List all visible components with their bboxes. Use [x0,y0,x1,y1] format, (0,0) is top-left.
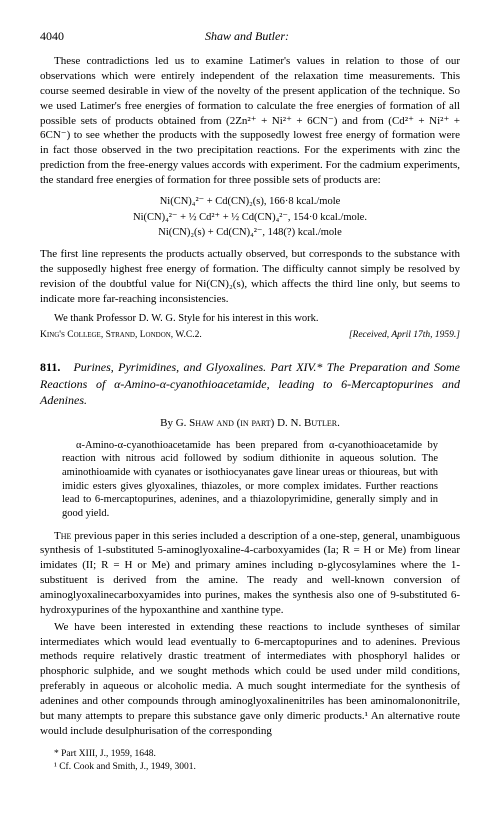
acknowledgement: We thank Professor D. W. G. Style for hi… [40,312,460,326]
equation-line-3: Ni(CN)₂(s) + Cd(CN)₄²⁻, 148(?) kcal./mol… [40,225,460,241]
body-p1-text: previous paper in this series included a… [40,530,460,616]
received-date: [Received, April 17th, 1959.] [349,329,460,342]
equation-line-1: Ni(CN)₄²⁻ + Cd(CN)₂(s), 166·8 kcal./mole [40,194,460,210]
footnote-1: * Part XIII, J., 1959, 1648. [40,748,460,761]
affiliation: King's College, Strand, London, W.C.2. [40,329,202,342]
article-title-block: 811. Purines, Pyrimidines, and Glyoxalin… [40,359,460,408]
byline-prefix: By [160,417,176,429]
body-paragraph-1: The previous paper in this series includ… [40,529,460,618]
footnotes: * Part XIII, J., 1959, 1648. ¹ Cf. Cook … [40,748,460,774]
equation-block: Ni(CN)₄²⁻ + Cd(CN)₂(s), 166·8 kcal./mole… [40,194,460,241]
body-paragraph-2: We have been interested in extending the… [40,620,460,739]
equation-line-2: Ni(CN)₄²⁻ + ½ Cd²⁺ + ½ Cd(CN)₄²⁻, 154·0 … [40,210,460,226]
prev-paragraph-1: These contradictions led us to examine L… [40,54,460,188]
page-number: 4040 [40,28,64,44]
footnote-2: ¹ Cf. Cook and Smith, J., 1949, 3001. [40,761,460,774]
abstract: α-Amino-α-cyanothioacetamide has been pr… [62,439,438,521]
byline: By G. Shaw and (in part) D. N. Butler. [40,416,460,431]
affiliation-row: King's College, Strand, London, W.C.2. [… [40,329,460,342]
running-head-authors: Shaw and Butler: [64,28,430,44]
body-lead-word: The [54,530,71,542]
article-title: Purines, Pyrimidines, and Glyoxalines. P… [40,360,460,406]
byline-authors: G. Shaw and (in part) D. N. Butler. [176,417,340,429]
page-header: 4040 Shaw and Butler: [40,28,460,44]
header-spacer [430,28,460,44]
prev-paragraph-2: The first line represents the products a… [40,247,460,306]
article-number: 811. [40,360,60,374]
